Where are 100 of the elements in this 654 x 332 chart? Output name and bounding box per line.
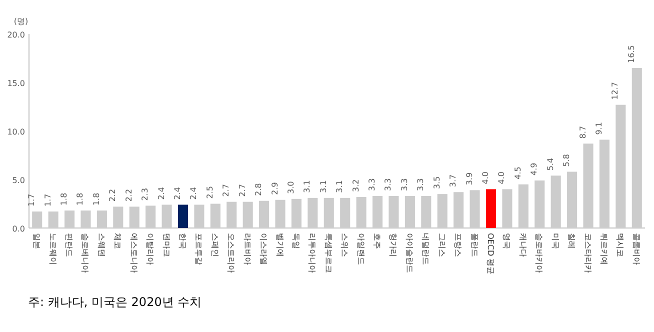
data-label: 3.7 (448, 174, 458, 188)
data-label: 2.2 (108, 188, 118, 202)
x-tick-label: 스페인 (210, 233, 220, 257)
x-tick-label: 아일랜드 (356, 233, 366, 265)
data-label: 3.5 (432, 176, 442, 190)
bar (372, 196, 383, 228)
x-tick-label: 벨기에 (275, 233, 284, 257)
data-label: 4.0 (497, 171, 506, 184)
x-tick-label: 이스라엘 (259, 233, 268, 265)
data-label: 2.4 (156, 186, 166, 200)
bar (518, 184, 528, 228)
bar (388, 196, 399, 228)
bar (550, 176, 561, 228)
x-tick-label: 오스트리아 (226, 233, 236, 273)
x-tick-label: 영국 (502, 233, 512, 249)
x-tick-label: 폴란드 (470, 233, 479, 257)
bar (146, 206, 156, 228)
x-tick-label: 리투아니아 (308, 233, 317, 273)
bar (194, 204, 204, 228)
bar (616, 104, 626, 228)
data-label: 8.7 (578, 126, 588, 139)
bar (599, 140, 610, 228)
data-label: 2.7 (222, 184, 231, 197)
bar (96, 210, 107, 228)
x-tick-label: 스위스 (340, 233, 350, 257)
data-label: 3.2 (351, 179, 360, 192)
data-label: 9.1 (594, 122, 604, 135)
bar (470, 190, 480, 228)
bar (291, 198, 302, 228)
x-tick-label: 캐나다 (518, 233, 528, 257)
bar (259, 200, 270, 228)
data-label: 2.5 (205, 186, 214, 199)
bar (421, 196, 432, 228)
data-label: 2.2 (124, 188, 134, 202)
data-label: 1.7 (43, 194, 52, 207)
x-tick-label: OECD 평균 (486, 233, 495, 275)
data-label: 3.3 (400, 178, 409, 191)
x-tick-label: 체코 (113, 233, 122, 249)
x-tick-label: 네덜란드 (421, 233, 430, 265)
data-label: 5.4 (546, 158, 555, 171)
data-label: 3.1 (318, 180, 328, 193)
x-tick-label: 덴마크 (162, 233, 171, 257)
bar (356, 196, 366, 228)
data-label: 2.4 (189, 186, 198, 200)
bar (632, 68, 642, 228)
data-label: 4.5 (513, 166, 522, 180)
bar (567, 172, 578, 228)
x-tick-label: 룩셈부르크 (324, 233, 333, 273)
x-tick-label: 슬로바키아 (534, 233, 544, 273)
x-tick-label: 칠레 (567, 233, 576, 249)
y-tick-label: 5.0 (12, 176, 25, 185)
bar (275, 200, 286, 228)
bar (32, 212, 42, 228)
x-tick-label: 코스타리카 (583, 233, 592, 273)
bar (178, 204, 188, 228)
data-label: 3.3 (384, 178, 393, 191)
x-tick-label: 멕시코 (616, 233, 625, 257)
data-label: 2.3 (140, 188, 150, 201)
data-label: 3.1 (302, 180, 312, 193)
x-tick-label: 핀란드 (64, 233, 74, 257)
data-label: 5.8 (562, 154, 572, 167)
data-label: 1.8 (76, 192, 85, 206)
data-label: 4.9 (530, 162, 539, 176)
x-tick-label: 아이슬란드 (404, 233, 414, 273)
x-tick-label: 프랑스 (454, 233, 463, 257)
bar (437, 194, 448, 228)
bar (242, 202, 253, 228)
x-tick-label: 튀르키예 (599, 233, 608, 265)
data-label: 3.1 (335, 180, 344, 193)
x-tick-label: 일본 (32, 233, 42, 249)
data-label: 3.9 (464, 172, 474, 186)
bar (308, 198, 318, 228)
bar (113, 206, 124, 228)
data-label: 3.0 (286, 181, 296, 194)
x-tick-label: 스웨덴 (96, 233, 106, 257)
x-tick-label: 라트비아 (242, 233, 252, 265)
data-label: 16.5 (626, 45, 636, 63)
data-label: 2.7 (238, 184, 247, 197)
bar (324, 198, 334, 228)
bar (210, 204, 220, 228)
bar (486, 189, 496, 228)
data-label: 1.7 (27, 194, 36, 207)
x-tick-label: 포르투갈 (194, 233, 204, 265)
bar (404, 196, 415, 228)
bar (129, 206, 140, 228)
x-tick-label: 독일 (291, 233, 300, 249)
y-tick-label: 15.0 (7, 79, 25, 88)
x-tick-label: 호주 (372, 233, 382, 249)
bar (583, 144, 594, 228)
data-label: 12.7 (610, 82, 620, 100)
data-label: 3.3 (368, 178, 377, 191)
x-tick-label: 콜롬비아 (632, 233, 641, 265)
y-tick-label: 0.0 (12, 224, 25, 234)
bar (162, 204, 172, 228)
data-label: 4.0 (481, 171, 490, 184)
text: 주: 캐나다, 미국은 2020년 수치 (28, 295, 202, 309)
y-axis-title: (명) (14, 17, 28, 26)
bar (64, 210, 75, 228)
bar (502, 189, 512, 228)
x-tick-label: 헝가리 (388, 233, 398, 257)
